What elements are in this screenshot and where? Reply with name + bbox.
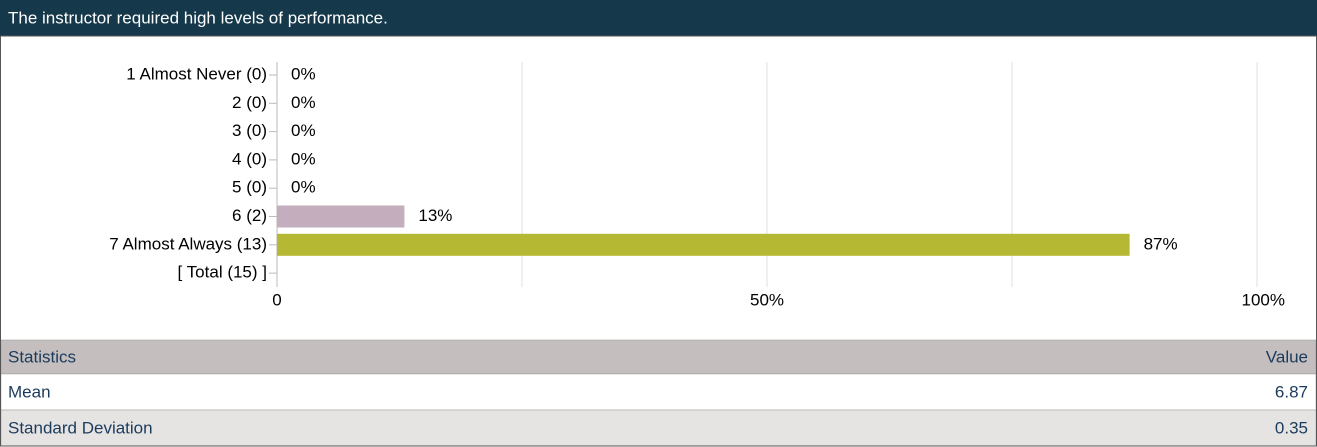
- table-cell: 0.35: [1275, 418, 1308, 437]
- table-cell: Mean: [8, 382, 51, 401]
- table-row: [0, 373, 1317, 411]
- table-cell: Value: [1266, 347, 1308, 366]
- value-label: 0%: [291, 178, 316, 197]
- table-header: [0, 339, 1317, 375]
- y-tick-label: 7 Almost Always (13): [109, 234, 267, 253]
- x-tick-label: 50%: [750, 290, 784, 309]
- table-cell: 6.87: [1275, 382, 1308, 401]
- value-label: 0%: [291, 93, 316, 112]
- value-label: 0%: [291, 149, 316, 168]
- bar: [277, 205, 405, 228]
- value-label: 0%: [291, 121, 316, 140]
- header-bar: [0, 0, 1317, 36]
- chart-title: The instructor required high levels of p…: [8, 8, 388, 27]
- bar: [277, 233, 1130, 256]
- x-tick-label: 0: [272, 290, 281, 309]
- table-cell: Standard Deviation: [8, 418, 153, 437]
- y-tick-label: 1 Almost Never (0): [126, 64, 267, 83]
- value-label: 0%: [291, 64, 316, 83]
- value-label: 13%: [418, 206, 452, 225]
- y-tick-label: 2 (0): [232, 93, 267, 112]
- y-tick-label: 6 (2): [232, 206, 267, 225]
- table-row: [0, 409, 1317, 447]
- y-tick-label: 4 (0): [232, 149, 267, 168]
- x-tick-label: 100%: [1242, 290, 1285, 309]
- y-tick-label: 3 (0): [232, 121, 267, 140]
- y-tick-label: 5 (0): [232, 178, 267, 197]
- y-tick-label: [ Total (15) ]: [178, 263, 267, 282]
- value-label: 87%: [1144, 234, 1178, 253]
- table-cell: Statistics: [8, 347, 76, 366]
